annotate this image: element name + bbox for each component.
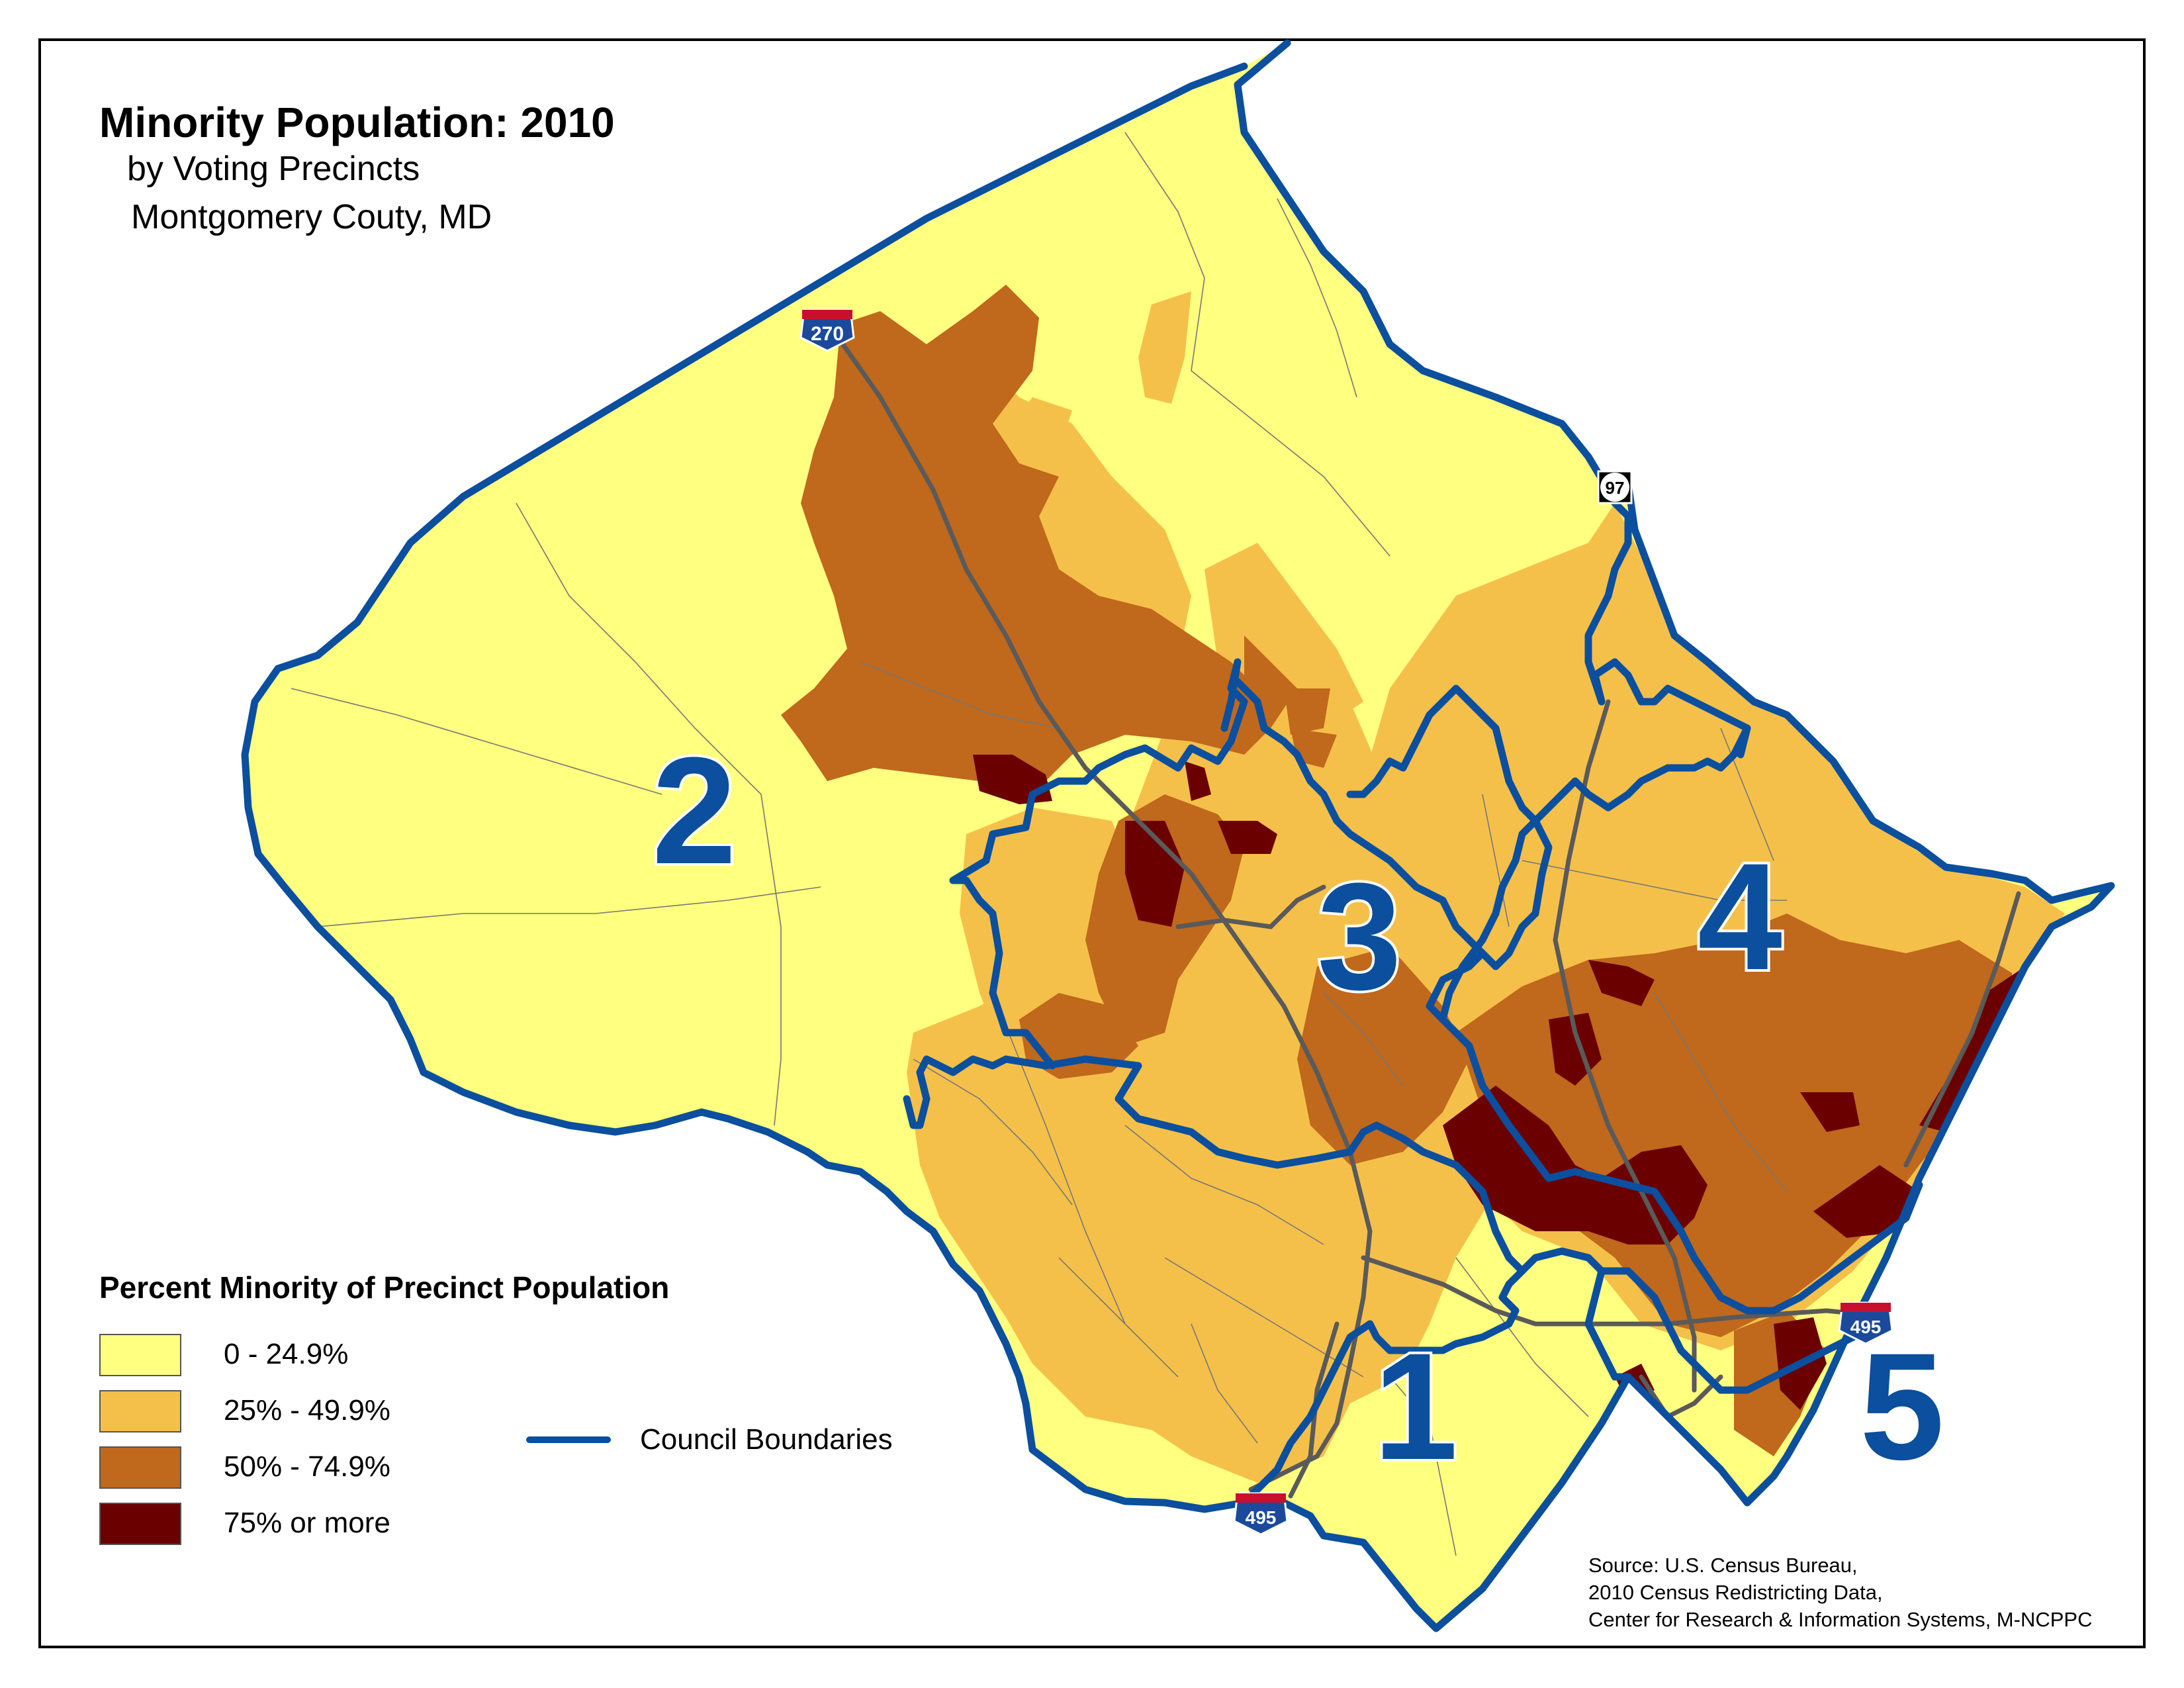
legend-label: 75% or more (224, 1507, 390, 1539)
legend-title: Percent Minority of Precinct Population (99, 1270, 670, 1305)
legend-label: 25% - 49.9% (224, 1394, 390, 1427)
map-subtitle: by Voting Precincts (127, 150, 420, 188)
map-location: Montgomery Couty, MD (131, 198, 492, 236)
map-title: Minority Population: 2010 (99, 99, 615, 146)
legend-label: 0 - 24.9% (224, 1338, 349, 1370)
legend-label: 50% - 74.9% (224, 1450, 390, 1483)
legend-swatch (99, 1503, 181, 1545)
source-line: Source: U.S. Census Bureau, (1588, 1554, 1858, 1577)
legend-swatch (99, 1390, 181, 1432)
source-line: 2010 Census Redistricting Data, (1588, 1581, 1883, 1605)
legend-item: 0 - 24.9% (99, 1334, 563, 1389)
boundary-line-swatch (526, 1436, 611, 1443)
interstate-495-shield-south: 495 (1233, 1492, 1289, 1536)
district-label-5: 5 (1857, 1321, 1947, 1491)
council-boundary-legend: Council Boundaries (526, 1417, 923, 1463)
legend-item: 75% or more (99, 1503, 563, 1558)
highway-label: 270 (811, 323, 844, 345)
district-label-2: 2 (649, 726, 739, 896)
state-route-97-shield: 97 (1597, 470, 1633, 504)
source-line: Center for Research & Information System… (1588, 1608, 2093, 1632)
interstate-270-shield: 270 (799, 308, 855, 352)
district-label-1: 1 (1371, 1321, 1461, 1491)
interstate-495-shield-east: 495 (1838, 1301, 1893, 1345)
legend-item: 50% - 74.9% (99, 1446, 563, 1502)
district-label-3: 3 (1314, 851, 1404, 1021)
boundary-label: Council Boundaries (640, 1423, 893, 1456)
district-label-4: 4 (1695, 831, 1785, 1002)
source-note: Source: U.S. Census Bureau, 2010 Census … (1588, 1552, 2092, 1634)
legend-item: 25% - 49.9% (99, 1390, 563, 1446)
highway-label: 495 (1850, 1317, 1882, 1337)
highway-label: 495 (1246, 1507, 1277, 1528)
highway-label: 97 (1606, 478, 1625, 498)
legend-swatch (99, 1334, 181, 1376)
legend-swatch (99, 1446, 181, 1489)
